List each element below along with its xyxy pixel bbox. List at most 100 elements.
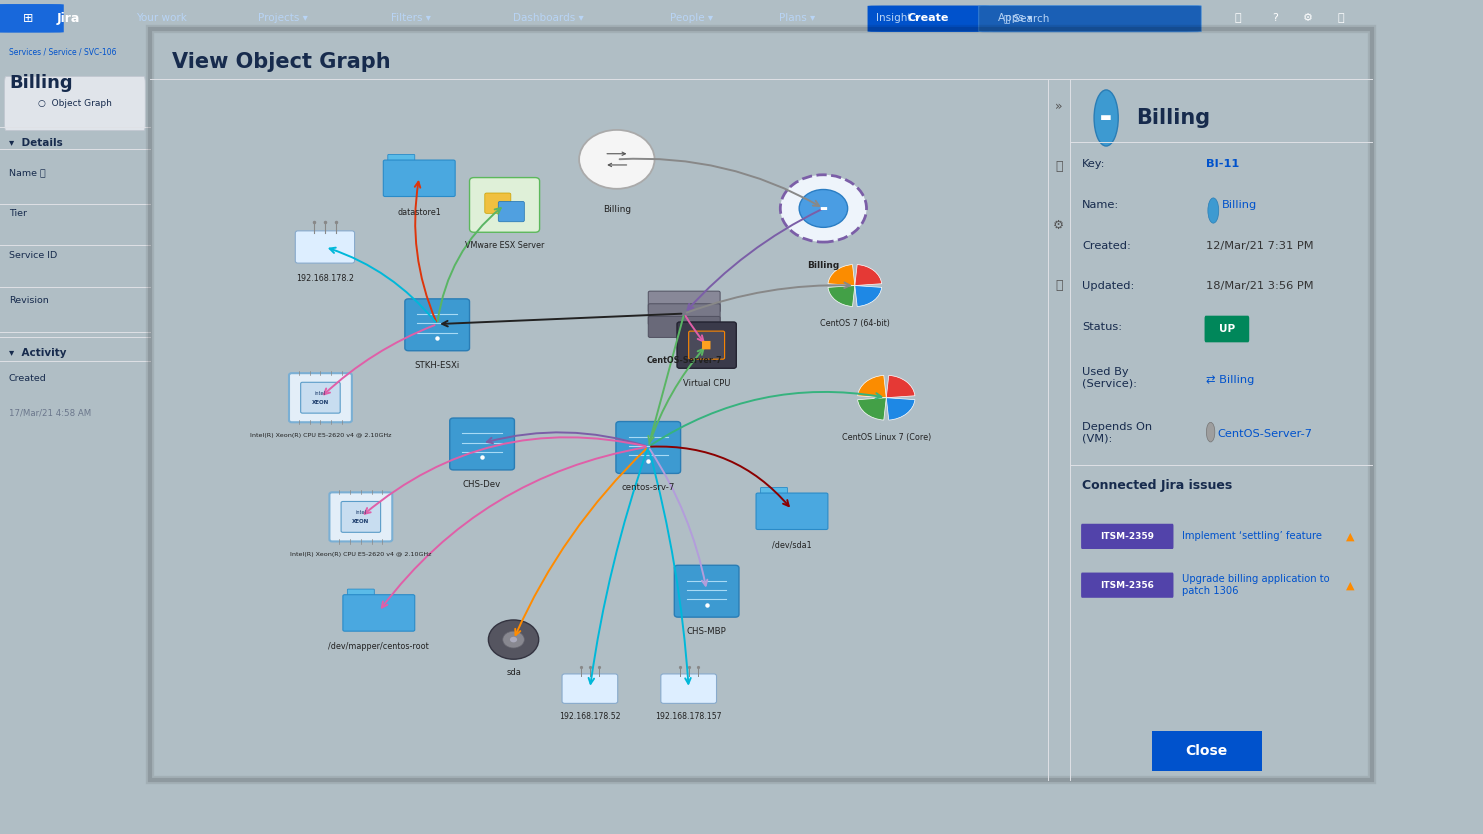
FancyBboxPatch shape [562,674,618,703]
Text: 🔍 Search: 🔍 Search [1004,13,1050,23]
Text: CentOS 7 (64-bit): CentOS 7 (64-bit) [820,319,890,329]
Circle shape [1206,422,1215,442]
FancyBboxPatch shape [648,304,721,324]
Text: Your work: Your work [136,13,187,23]
FancyBboxPatch shape [498,202,525,222]
FancyBboxPatch shape [648,291,721,312]
Text: Filters ▾: Filters ▾ [392,13,432,23]
FancyBboxPatch shape [329,492,393,541]
Text: »: » [1054,100,1063,113]
Text: Updated:: Updated: [1083,281,1134,291]
Text: Name:: Name: [1083,200,1120,210]
FancyBboxPatch shape [295,231,354,263]
FancyBboxPatch shape [1145,729,1268,774]
FancyBboxPatch shape [405,299,470,351]
Text: ⚙: ⚙ [1304,13,1312,23]
Wedge shape [857,375,887,398]
Text: 18/Mar/21 3:56 PM: 18/Mar/21 3:56 PM [1206,281,1314,291]
Text: UP: UP [1219,324,1235,334]
Circle shape [503,631,525,648]
FancyBboxPatch shape [1081,524,1173,549]
Text: CentOS-Server-7: CentOS-Server-7 [1218,429,1312,439]
Text: ■: ■ [701,340,712,350]
Text: intel: intel [314,391,326,396]
Text: Virtual CPU: Virtual CPU [684,379,730,388]
Wedge shape [887,398,915,420]
Text: Name 🏷: Name 🏷 [9,168,46,177]
FancyBboxPatch shape [387,154,415,165]
Text: Close: Close [1186,745,1228,758]
Wedge shape [857,398,887,420]
Text: Implement ‘settling’ feature: Implement ‘settling’ feature [1182,531,1321,541]
Text: ▬: ▬ [820,204,828,213]
FancyBboxPatch shape [4,77,145,130]
Text: /dev/mapper/centos-root: /dev/mapper/centos-root [328,642,429,651]
Text: XEON: XEON [353,520,369,525]
FancyBboxPatch shape [1204,316,1249,342]
FancyBboxPatch shape [756,493,828,530]
Circle shape [578,130,654,188]
FancyBboxPatch shape [341,501,381,532]
Text: ▬: ▬ [1100,112,1112,124]
Text: 🔔: 🔔 [1235,13,1241,23]
Text: CHS-Dev: CHS-Dev [463,480,501,489]
Text: ▾  Details: ▾ Details [9,138,62,148]
Text: Intel(R) Xeon(R) CPU E5-2620 v4 @ 2.10GHz: Intel(R) Xeon(R) CPU E5-2620 v4 @ 2.10GH… [291,552,432,557]
Text: Created:: Created: [1083,241,1132,251]
Wedge shape [887,375,915,398]
Text: ▾  Activity: ▾ Activity [9,349,67,358]
Text: Insight ▾: Insight ▾ [876,13,921,23]
Text: Used By
(Service):: Used By (Service): [1083,367,1137,389]
Wedge shape [828,264,854,285]
FancyBboxPatch shape [615,421,681,474]
Text: Apps ▾: Apps ▾ [998,13,1032,23]
Text: ○  Object Graph: ○ Object Graph [39,99,111,108]
Text: XEON: XEON [311,400,329,405]
Text: CentOS Linux 7 (Core): CentOS Linux 7 (Core) [842,433,931,442]
FancyBboxPatch shape [470,178,540,232]
Text: Service ID: Service ID [9,250,58,259]
Text: Billing: Billing [1222,200,1258,210]
FancyBboxPatch shape [761,487,787,498]
Text: 192.168.178.157: 192.168.178.157 [655,712,722,721]
FancyBboxPatch shape [688,331,725,359]
Text: Connected Jira issues: Connected Jira issues [1083,479,1232,491]
FancyBboxPatch shape [383,160,455,197]
Circle shape [799,189,848,228]
Text: Billing: Billing [9,74,73,93]
Text: ITSM-2359: ITSM-2359 [1100,532,1154,541]
Text: People ▾: People ▾ [670,13,713,23]
Text: ▲: ▲ [1347,531,1355,541]
Text: Intel(R) Xeon(R) CPU E5-2620 v4 @ 2.10GHz: Intel(R) Xeon(R) CPU E5-2620 v4 @ 2.10GH… [249,433,392,438]
Wedge shape [854,285,882,306]
Text: View Object Graph: View Object Graph [172,52,390,72]
Text: 12/Mar/21 7:31 PM: 12/Mar/21 7:31 PM [1206,241,1314,251]
FancyBboxPatch shape [301,382,340,413]
FancyBboxPatch shape [347,589,374,600]
Text: 🔒: 🔒 [1056,279,1063,292]
FancyBboxPatch shape [979,6,1201,32]
Text: Projects ▾: Projects ▾ [258,13,307,23]
Circle shape [510,637,518,642]
Text: Key:: Key: [1083,159,1105,169]
Text: 192.168.178.2: 192.168.178.2 [297,274,354,283]
FancyBboxPatch shape [289,373,351,422]
FancyBboxPatch shape [449,418,515,470]
FancyBboxPatch shape [868,6,989,32]
Text: Revision: Revision [9,296,49,304]
Text: ⓘ: ⓘ [1056,160,1063,173]
Text: Jira: Jira [56,12,80,25]
Text: datastore1: datastore1 [397,208,440,217]
FancyBboxPatch shape [661,674,716,703]
Text: sda: sda [506,668,521,676]
Text: Billing: Billing [602,205,630,214]
Text: 192.168.178.52: 192.168.178.52 [559,712,620,721]
FancyBboxPatch shape [1081,573,1173,598]
Text: 17/Mar/21 4:58 AM: 17/Mar/21 4:58 AM [9,409,92,417]
Text: intel: intel [356,510,366,515]
Text: /dev/sda1: /dev/sda1 [773,540,811,550]
Wedge shape [854,264,882,285]
FancyBboxPatch shape [678,322,736,369]
Text: centos-srv-7: centos-srv-7 [621,483,675,492]
FancyBboxPatch shape [485,193,510,214]
